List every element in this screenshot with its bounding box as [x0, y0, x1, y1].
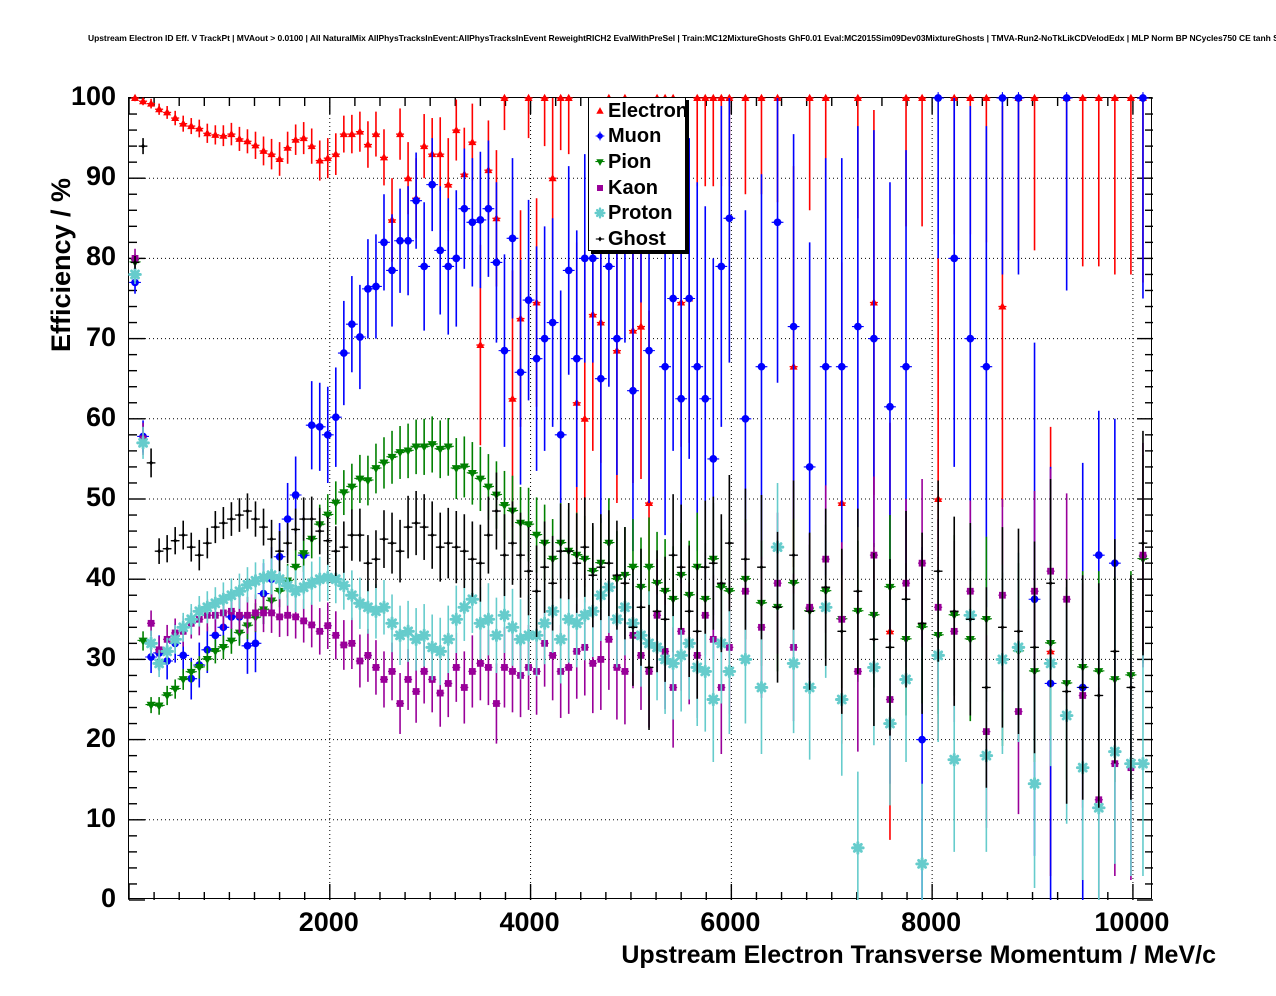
- series-ghost: [130, 138, 1148, 808]
- legend-entry-pion[interactable]: Pion: [589, 149, 685, 175]
- y-tick-label: 20: [85, 722, 116, 753]
- legend-label: Muon: [608, 125, 662, 148]
- y-tick-label: 80: [85, 241, 116, 272]
- x-tick-label: 8000: [901, 907, 962, 937]
- diamond-icon: [592, 230, 607, 248]
- x-axis-title: Upstream Electron Transverse Momentum / …: [621, 941, 1216, 969]
- legend-entry-proton[interactable]: Proton: [589, 200, 685, 226]
- y-tick-label: 10: [85, 802, 116, 833]
- page-title: Upstream Electron ID Eff. V TrackPt | MV…: [88, 33, 1276, 43]
- x-tick-label: 10000: [1094, 907, 1170, 937]
- legend-entry-muon[interactable]: Muon: [589, 124, 685, 150]
- legend-label: Proton: [608, 202, 673, 225]
- triangle-down-icon: [592, 153, 607, 171]
- legend-label: Electron: [608, 99, 689, 122]
- y-tick-label: 40: [85, 562, 116, 593]
- x-tick-label: 6000: [700, 907, 761, 937]
- y-tick-label: 100: [70, 81, 116, 111]
- y-tick-label: 90: [85, 161, 116, 192]
- star-icon: [592, 204, 607, 222]
- y-tick-label: 60: [85, 401, 116, 432]
- legend-entry-electron[interactable]: Electron: [589, 98, 689, 124]
- square-icon: [592, 179, 607, 197]
- legend-entry-ghost[interactable]: Ghost: [589, 226, 685, 252]
- x-tick-label: 4000: [499, 907, 560, 937]
- y-tick-label: 70: [85, 321, 116, 352]
- y-tick-label: 50: [85, 482, 116, 512]
- legend-entry-kaon[interactable]: Kaon: [589, 175, 685, 201]
- legend-label: Kaon: [608, 176, 658, 199]
- series-proton: [128, 264, 1150, 900]
- x-tick-label: 2000: [298, 907, 359, 937]
- data-layer: [128, 92, 1153, 901]
- circle-icon: [592, 127, 607, 145]
- y-tick-label: 30: [85, 642, 116, 673]
- series-pion: [129, 254, 1149, 783]
- legend-label: Ghost: [608, 227, 666, 250]
- y-tick-label: 0: [100, 883, 116, 913]
- legend: Electron Muon Pion Kaon Proton Ghost: [588, 97, 689, 252]
- triangle-up-icon: [592, 102, 607, 120]
- legend-label: Pion: [608, 150, 652, 173]
